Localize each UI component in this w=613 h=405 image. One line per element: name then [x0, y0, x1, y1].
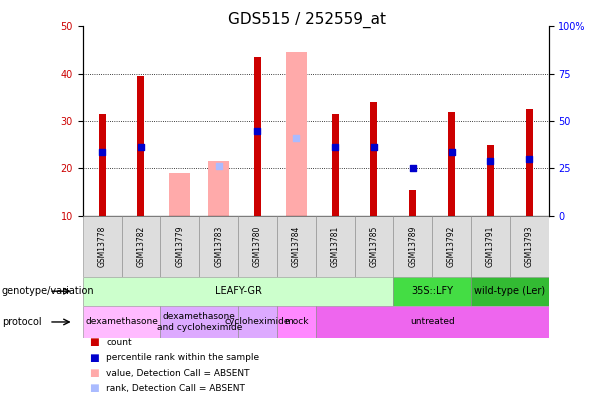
Text: dexamethasone: dexamethasone: [85, 318, 158, 326]
Text: GSM13778: GSM13778: [97, 226, 107, 267]
Text: GSM13792: GSM13792: [447, 226, 456, 267]
Text: GSM13783: GSM13783: [214, 226, 223, 267]
Bar: [99, 114, 105, 216]
Text: untreated: untreated: [409, 318, 455, 326]
Point: [369, 144, 379, 150]
Point: [291, 134, 301, 141]
Text: mock: mock: [284, 318, 308, 326]
Bar: [137, 76, 145, 216]
Text: dexamethasone
and cycloheximide: dexamethasone and cycloheximide: [156, 312, 242, 332]
Bar: [254, 57, 261, 216]
Text: 35S::LFY: 35S::LFY: [411, 286, 453, 296]
Text: GSM13784: GSM13784: [292, 226, 301, 267]
Text: GSM13779: GSM13779: [175, 226, 185, 267]
Bar: [316, 306, 549, 338]
Point: [97, 149, 107, 155]
Point: [136, 144, 146, 150]
Bar: [286, 52, 307, 216]
Bar: [161, 216, 199, 277]
Text: GSM13781: GSM13781: [330, 226, 340, 267]
Bar: [238, 216, 277, 277]
Bar: [121, 216, 161, 277]
Text: cycloheximide: cycloheximide: [225, 318, 290, 326]
Bar: [354, 216, 394, 277]
Bar: [370, 102, 378, 216]
Bar: [208, 161, 229, 216]
Text: percentile rank within the sample: percentile rank within the sample: [106, 353, 259, 362]
Bar: [394, 216, 432, 277]
Bar: [277, 216, 316, 277]
Bar: [432, 216, 471, 277]
Text: ■: ■: [89, 337, 99, 347]
Bar: [83, 277, 394, 306]
Text: ■: ■: [89, 353, 99, 362]
Point: [408, 165, 417, 172]
Bar: [199, 216, 238, 277]
Point: [253, 127, 262, 134]
Point: [524, 156, 534, 162]
Text: protocol: protocol: [2, 317, 42, 327]
Point: [330, 144, 340, 150]
Text: GSM13793: GSM13793: [525, 226, 534, 267]
Bar: [471, 216, 510, 277]
Text: LEAFY-GR: LEAFY-GR: [215, 286, 262, 296]
Bar: [448, 112, 455, 216]
Text: GSM13789: GSM13789: [408, 226, 417, 267]
Text: value, Detection Call = ABSENT: value, Detection Call = ABSENT: [106, 369, 249, 377]
Text: ■: ■: [89, 384, 99, 393]
Bar: [161, 306, 238, 338]
Text: count: count: [106, 338, 132, 347]
Text: wild-type (Ler): wild-type (Ler): [474, 286, 546, 296]
Bar: [471, 277, 549, 306]
Bar: [510, 216, 549, 277]
Text: ■: ■: [89, 368, 99, 378]
Bar: [238, 306, 277, 338]
Bar: [316, 216, 354, 277]
Text: GSM13780: GSM13780: [253, 226, 262, 267]
Bar: [169, 173, 191, 216]
Point: [447, 149, 457, 155]
Text: rank, Detection Call = ABSENT: rank, Detection Call = ABSENT: [106, 384, 245, 393]
Bar: [83, 216, 121, 277]
Bar: [487, 145, 494, 216]
Text: genotype/variation: genotype/variation: [2, 286, 94, 296]
Bar: [83, 306, 161, 338]
Bar: [526, 109, 533, 216]
Bar: [277, 306, 316, 338]
Text: GSM13782: GSM13782: [137, 226, 145, 267]
Point: [214, 163, 224, 169]
Text: GDS515 / 252559_at: GDS515 / 252559_at: [227, 12, 386, 28]
Text: GSM13785: GSM13785: [370, 226, 378, 267]
Bar: [394, 277, 471, 306]
Text: GSM13791: GSM13791: [486, 226, 495, 267]
Bar: [409, 190, 416, 216]
Bar: [332, 114, 338, 216]
Point: [485, 158, 495, 164]
